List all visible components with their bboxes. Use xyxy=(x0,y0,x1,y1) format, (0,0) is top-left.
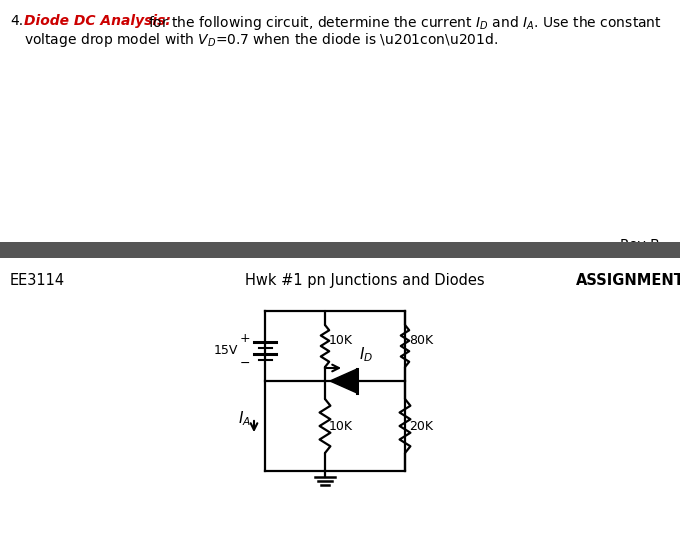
Text: EE3114: EE3114 xyxy=(10,273,65,288)
Text: 10K: 10K xyxy=(329,419,353,433)
Text: ASSIGNMENT: ASSIGNMENT xyxy=(576,273,680,288)
Text: +: + xyxy=(239,332,250,345)
Text: Diode DC Analysis:: Diode DC Analysis: xyxy=(24,14,171,28)
Text: $I_A$: $I_A$ xyxy=(239,409,252,428)
Text: −: − xyxy=(239,356,250,370)
Bar xyxy=(0,242,680,258)
Polygon shape xyxy=(330,369,357,393)
Text: voltage drop model with $V_D$=0.7 when the diode is \u201con\u201d.: voltage drop model with $V_D$=0.7 when t… xyxy=(24,31,498,49)
Text: 4.: 4. xyxy=(10,14,23,28)
Text: 15V: 15V xyxy=(214,344,238,358)
Text: 80K: 80K xyxy=(409,334,433,348)
Text: for the following circuit, determine the current $I_D$ and $I_A$. Use the consta: for the following circuit, determine the… xyxy=(148,14,662,32)
Text: Rev B: Rev B xyxy=(620,238,660,252)
Text: Hwk #1 pn Junctions and Diodes: Hwk #1 pn Junctions and Diodes xyxy=(245,273,485,288)
Text: $I_D$: $I_D$ xyxy=(359,345,373,364)
Text: 10K: 10K xyxy=(329,334,353,348)
Text: 20K: 20K xyxy=(409,419,433,433)
